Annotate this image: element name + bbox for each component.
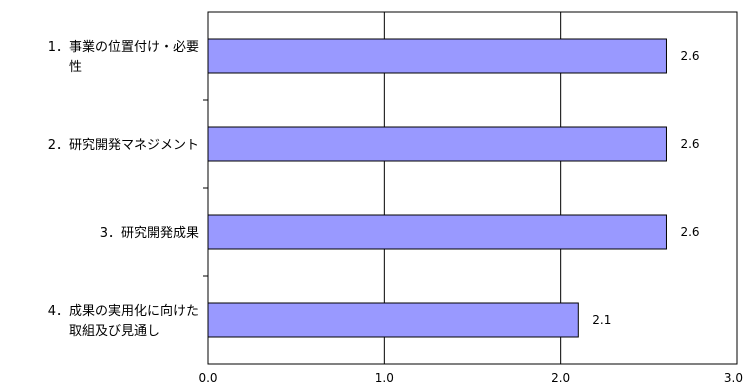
category-label-1-line-1: 1．事業の位置付け・必要 [48,39,199,55]
data-label-3: 2.6 [680,225,699,239]
bar-3 [207,214,667,250]
data-label-4: 2.1 [592,313,611,327]
category-label-3: 3．研究開発成果 [100,226,199,241]
x-tick-label-3: 3.0 [724,371,743,385]
bars [207,38,667,338]
bar-2 [207,126,667,162]
bar-1 [207,38,667,74]
plot-area-frame [207,11,738,365]
data-label-2: 2.6 [680,137,699,151]
x-tick-label-2: 2.0 [551,371,570,385]
bar-4 [207,302,579,338]
x-tick-label-0: 0.0 [198,371,217,385]
category-label-4-line-1: 4．成果の実用化に向けた [48,303,199,319]
category-label-2: 2．研究開発マネジメント [48,138,199,153]
category-label-1: 1．事業の位置付け・必要性 [48,39,199,75]
x-tick-label-1: 1.0 [375,371,394,385]
data-label-1: 2.6 [680,49,699,63]
category-label-4-line-2: 取組及び見通し [69,324,160,339]
category-label-1-line-2: 性 [69,60,82,75]
category-label-4: 4．成果の実用化に向けた取組及び見通し [48,303,199,339]
labels: 0.0 1.0 2.0 3.0 2.6 1．事業の位置付け・必要性 2.6 2．研究開発マネジ… [48,39,743,385]
